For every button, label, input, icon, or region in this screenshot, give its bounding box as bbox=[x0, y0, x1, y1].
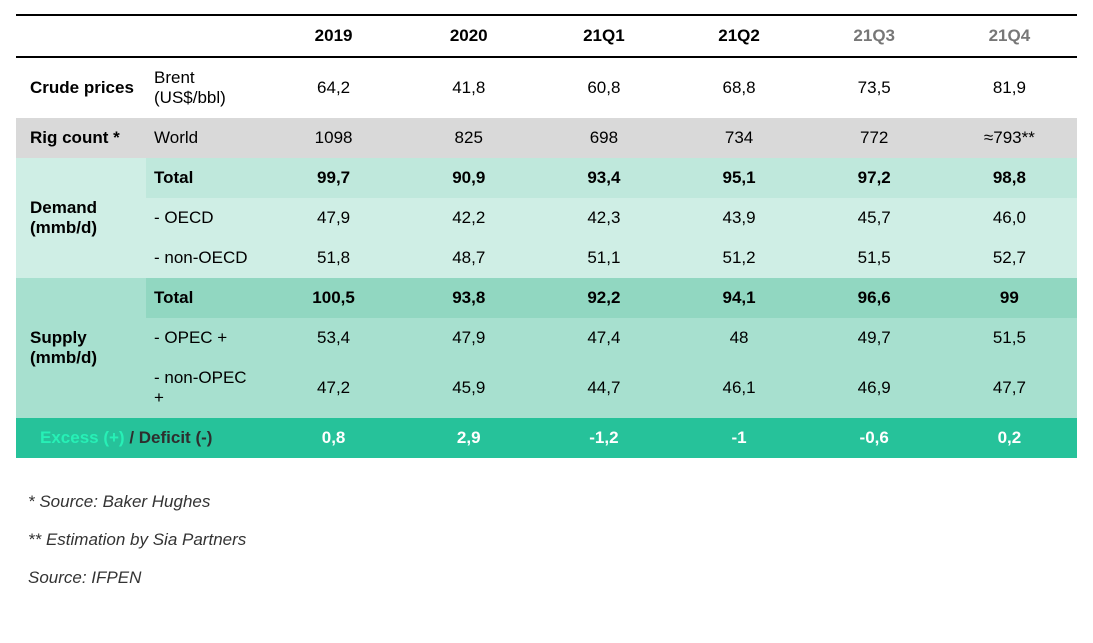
demand-total-v4: 97,2 bbox=[807, 158, 942, 198]
header-2019: 2019 bbox=[266, 15, 401, 57]
footnote-2: ** Estimation by Sia Partners bbox=[16, 530, 1077, 550]
crude-v4: 73,5 bbox=[807, 57, 942, 118]
supply-opec-v0: 53,4 bbox=[266, 318, 401, 358]
crude-v3: 68,8 bbox=[671, 57, 806, 118]
supply-nonopec-v5: 47,7 bbox=[942, 358, 1077, 418]
supply-nonopec-v3: 46,1 bbox=[671, 358, 806, 418]
row-supply-nonopec: - non-OPEC + 47,2 45,9 44,7 46,1 46,9 47… bbox=[16, 358, 1077, 418]
demand-nonoecd-v4: 51,5 bbox=[807, 238, 942, 278]
rig-v4: 772 bbox=[807, 118, 942, 158]
crude-cat: Crude prices bbox=[16, 57, 146, 118]
rig-sub: World bbox=[146, 118, 266, 158]
crude-sub: Brent (US$/bbl) bbox=[146, 57, 266, 118]
demand-nonoecd-v1: 48,7 bbox=[401, 238, 536, 278]
header-blank-cat bbox=[16, 15, 146, 57]
demand-total-v3: 95,1 bbox=[671, 158, 806, 198]
excess-label-cell: Excess (+) / Deficit (-) bbox=[16, 418, 266, 458]
header-21q4: 21Q4 bbox=[942, 15, 1077, 57]
demand-oecd-v0: 47,9 bbox=[266, 198, 401, 238]
excess-label-rest: / Deficit (-) bbox=[125, 428, 213, 447]
supply-total-v5: 99 bbox=[942, 278, 1077, 318]
footnotes: * Source: Baker Hughes ** Estimation by … bbox=[16, 492, 1077, 588]
demand-total-v2: 93,4 bbox=[536, 158, 671, 198]
demand-total-v5: 98,8 bbox=[942, 158, 1077, 198]
crude-v1: 41,8 bbox=[401, 57, 536, 118]
crude-v0: 64,2 bbox=[266, 57, 401, 118]
demand-nonoecd-v5: 52,7 bbox=[942, 238, 1077, 278]
row-crude: Crude prices Brent (US$/bbl) 64,2 41,8 6… bbox=[16, 57, 1077, 118]
supply-nonopec-v1: 45,9 bbox=[401, 358, 536, 418]
demand-oecd-v5: 46,0 bbox=[942, 198, 1077, 238]
demand-oecd-v4: 45,7 bbox=[807, 198, 942, 238]
row-demand-oecd: - OECD 47,9 42,2 42,3 43,9 45,7 46,0 bbox=[16, 198, 1077, 238]
header-21q1: 21Q1 bbox=[536, 15, 671, 57]
footnote-3: Source: IFPEN bbox=[16, 568, 1077, 588]
excess-v1: 2,9 bbox=[401, 418, 536, 458]
header-row: 2019 2020 21Q1 21Q2 21Q3 21Q4 bbox=[16, 15, 1077, 57]
supply-opec-sub: - OPEC + bbox=[146, 318, 266, 358]
supply-total-v4: 96,6 bbox=[807, 278, 942, 318]
supply-nonopec-v4: 46,9 bbox=[807, 358, 942, 418]
demand-oecd-v3: 43,9 bbox=[671, 198, 806, 238]
demand-total-v0: 99,7 bbox=[266, 158, 401, 198]
supply-nonopec-sub: - non-OPEC + bbox=[146, 358, 266, 418]
excess-v2: -1,2 bbox=[536, 418, 671, 458]
rig-v2: 698 bbox=[536, 118, 671, 158]
supply-opec-v1: 47,9 bbox=[401, 318, 536, 358]
supply-total-v1: 93,8 bbox=[401, 278, 536, 318]
row-excess: Excess (+) / Deficit (-) 0,8 2,9 -1,2 -1… bbox=[16, 418, 1077, 458]
excess-v5: 0,2 bbox=[942, 418, 1077, 458]
demand-oecd-v2: 42,3 bbox=[536, 198, 671, 238]
excess-label-bright: Excess (+) bbox=[40, 428, 125, 447]
crude-v2: 60,8 bbox=[536, 57, 671, 118]
row-demand-total: Demand (mmb/d) Total 99,7 90,9 93,4 95,1… bbox=[16, 158, 1077, 198]
supply-total-sub: Total bbox=[146, 278, 266, 318]
header-21q3: 21Q3 bbox=[807, 15, 942, 57]
row-demand-nonoecd: - non-OECD 51,8 48,7 51,1 51,2 51,5 52,7 bbox=[16, 238, 1077, 278]
supply-opec-v3: 48 bbox=[671, 318, 806, 358]
row-rig: Rig count * World 1098 825 698 734 772 ≈… bbox=[16, 118, 1077, 158]
supply-total-v3: 94,1 bbox=[671, 278, 806, 318]
demand-oecd-sub: - OECD bbox=[146, 198, 266, 238]
supply-opec-v2: 47,4 bbox=[536, 318, 671, 358]
demand-total-v1: 90,9 bbox=[401, 158, 536, 198]
demand-nonoecd-v3: 51,2 bbox=[671, 238, 806, 278]
rig-v1: 825 bbox=[401, 118, 536, 158]
footnote-1: * Source: Baker Hughes bbox=[16, 492, 1077, 512]
supply-opec-v4: 49,7 bbox=[807, 318, 942, 358]
row-supply-total: Supply (mmb/d) Total 100,5 93,8 92,2 94,… bbox=[16, 278, 1077, 318]
rig-v5: ≈793** bbox=[942, 118, 1077, 158]
oil-market-table: 2019 2020 21Q1 21Q2 21Q3 21Q4 Crude pric… bbox=[16, 14, 1077, 458]
demand-total-sub: Total bbox=[146, 158, 266, 198]
supply-nonopec-v0: 47,2 bbox=[266, 358, 401, 418]
demand-oecd-v1: 42,2 bbox=[401, 198, 536, 238]
rig-cat: Rig count * bbox=[16, 118, 146, 158]
rig-v0: 1098 bbox=[266, 118, 401, 158]
excess-v3: -1 bbox=[671, 418, 806, 458]
rig-v3: 734 bbox=[671, 118, 806, 158]
excess-v4: -0,6 bbox=[807, 418, 942, 458]
row-supply-opec: - OPEC + 53,4 47,9 47,4 48 49,7 51,5 bbox=[16, 318, 1077, 358]
demand-cat: Demand (mmb/d) bbox=[16, 158, 146, 278]
header-2020: 2020 bbox=[401, 15, 536, 57]
excess-v0: 0,8 bbox=[266, 418, 401, 458]
demand-nonoecd-sub: - non-OECD bbox=[146, 238, 266, 278]
supply-cat: Supply (mmb/d) bbox=[16, 278, 146, 418]
demand-nonoecd-v2: 51,1 bbox=[536, 238, 671, 278]
demand-nonoecd-v0: 51,8 bbox=[266, 238, 401, 278]
supply-total-v0: 100,5 bbox=[266, 278, 401, 318]
supply-nonopec-v2: 44,7 bbox=[536, 358, 671, 418]
crude-v5: 81,9 bbox=[942, 57, 1077, 118]
header-21q2: 21Q2 bbox=[671, 15, 806, 57]
header-blank-sub bbox=[146, 15, 266, 57]
supply-opec-v5: 51,5 bbox=[942, 318, 1077, 358]
supply-total-v2: 92,2 bbox=[536, 278, 671, 318]
